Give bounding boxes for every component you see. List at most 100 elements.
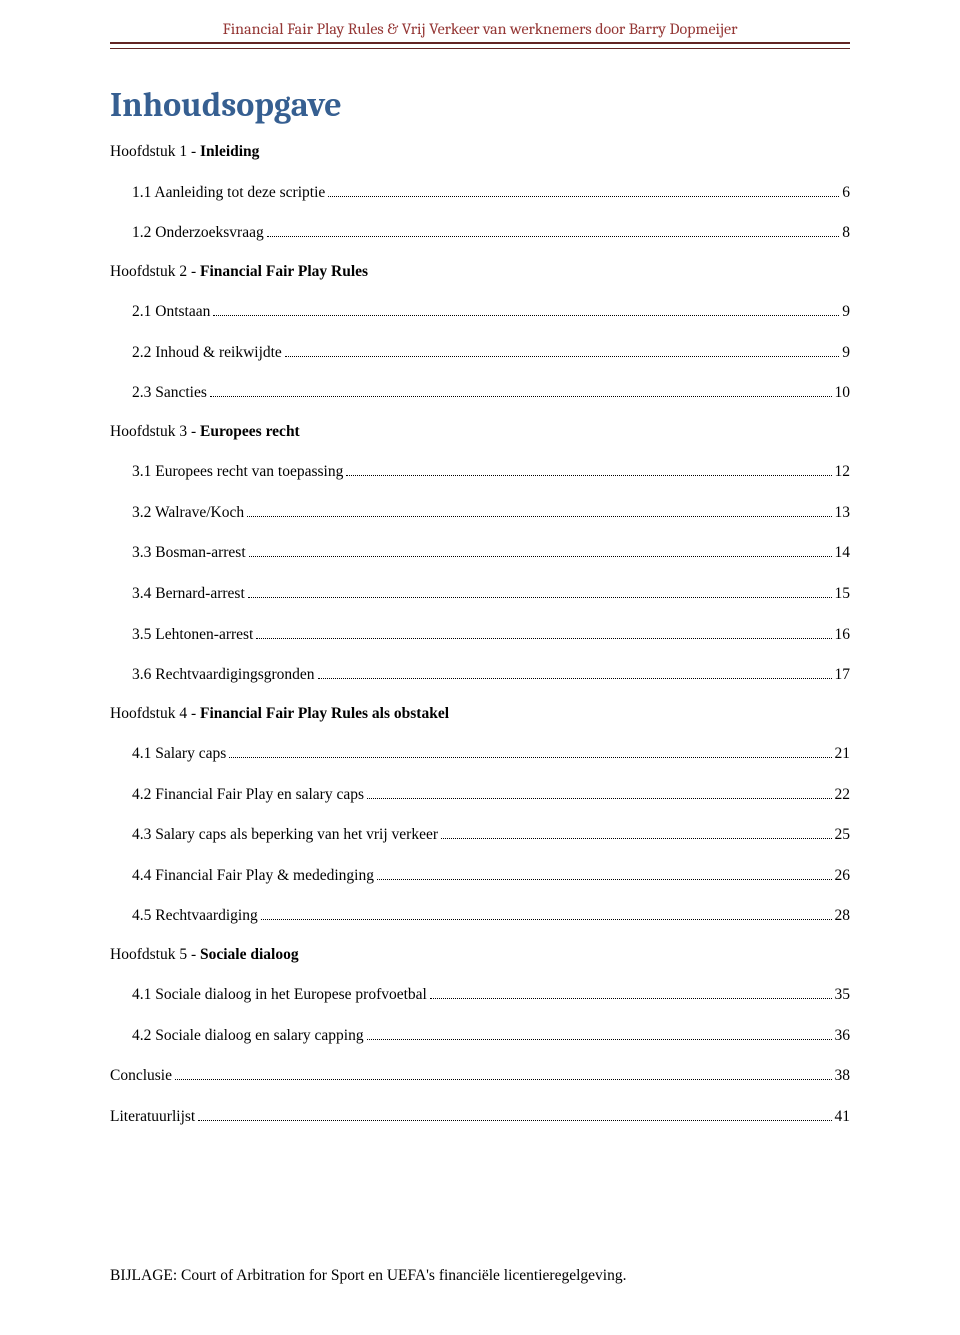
toc-entry: Conclusie38	[110, 1066, 850, 1087]
toc-page-number: 6	[842, 184, 850, 203]
toc-text: 4.2 Sociale dialoog en salary capping	[132, 1027, 364, 1044]
table-of-contents: Hoofdstuk 1 - Inleiding 1.1 Aanleiding to…	[110, 143, 850, 1127]
toc-leader-dots	[328, 182, 839, 197]
page-title: Inhoudsopgave	[110, 85, 850, 125]
toc-page-number: 16	[835, 626, 851, 645]
toc-entry: Hoofdstuk 4 - Financial Fair Play Rules …	[110, 705, 850, 724]
toc-entry: 2.2 Inhoud & reikwijdte 9	[110, 342, 850, 363]
toc-label: 3.5 Lehtonen-arrest	[132, 626, 253, 645]
header-title: Financial Fair Play Rules & Vrij Verkeer…	[223, 20, 738, 40]
toc-bold: Financial Fair Play Rules als obstakel	[200, 705, 449, 722]
toc-label: Hoofdstuk 4 - Financial Fair Play Rules …	[110, 705, 449, 724]
toc-entry: 3.6 Rechtvaardigingsgronden17	[110, 664, 850, 685]
header-rule	[110, 42, 850, 49]
toc-label: Hoofdstuk 5 - Sociale dialoog	[110, 946, 299, 965]
toc-leader-dots	[247, 502, 831, 517]
toc-leader-dots	[248, 583, 832, 598]
toc-page-number: 26	[835, 867, 851, 886]
toc-entry: 4.4 Financial Fair Play & mededinging 26	[110, 865, 850, 886]
toc-page-number: 10	[835, 384, 851, 403]
toc-page-number: 21	[835, 745, 851, 764]
toc-page-number: 14	[835, 544, 851, 563]
toc-leader-dots	[267, 222, 840, 237]
toc-page-number: 9	[842, 344, 850, 363]
toc-text: 1.2 Onderzoeksvraag	[132, 224, 264, 241]
toc-page-number: 38	[835, 1067, 851, 1086]
toc-bold: Sociale dialoog	[200, 946, 299, 963]
toc-entry: Hoofdstuk 3 - Europees recht	[110, 423, 850, 442]
toc-leader-dots	[377, 865, 832, 880]
toc-entry: 3.3 Bosman-arrest 14	[110, 543, 850, 564]
toc-label: Literatuurlijst	[110, 1108, 195, 1127]
toc-label: 4.1 Sociale dialoog in het Europese prof…	[132, 986, 427, 1005]
toc-entry: 1.2 Onderzoeksvraag 8	[110, 222, 850, 243]
toc-prefix: Hoofdstuk 5 -	[110, 946, 200, 963]
toc-label: 4.5 Rechtvaardiging	[132, 907, 258, 926]
toc-leader-dots	[430, 984, 832, 999]
toc-text: 4.4 Financial Fair Play & mededinging	[132, 867, 374, 884]
toc-text: 4.5 Rechtvaardiging	[132, 907, 258, 924]
toc-label: 3.4 Bernard-arrest	[132, 585, 245, 604]
toc-prefix: Hoofdstuk 2 -	[110, 263, 200, 280]
toc-text: 3.6 Rechtvaardigingsgronden	[132, 666, 315, 683]
toc-page-number: 22	[835, 786, 851, 805]
toc-label: 2.1 Ontstaan	[132, 303, 210, 322]
toc-text: 3.4 Bernard-arrest	[132, 585, 245, 602]
toc-text: 4.3 Salary caps als beperking van het vr…	[132, 826, 438, 843]
toc-label: 1.1 Aanleiding tot deze scriptie	[132, 184, 325, 203]
toc-prefix: Hoofdstuk 1 -	[110, 143, 200, 160]
toc-entry: 3.5 Lehtonen-arrest 16	[110, 624, 850, 645]
toc-text: 4.1 Salary caps	[132, 745, 226, 762]
toc-leader-dots	[367, 784, 831, 799]
toc-entry: Hoofdstuk 5 - Sociale dialoog	[110, 946, 850, 965]
toc-text: 2.1 Ontstaan	[132, 303, 210, 320]
toc-text: 3.3 Bosman-arrest	[132, 544, 246, 561]
toc-page-number: 36	[835, 1027, 851, 1046]
toc-bold: Inleiding	[200, 143, 259, 160]
toc-label: Hoofdstuk 2 - Financial Fair Play Rules	[110, 263, 368, 282]
toc-prefix: Hoofdstuk 3 -	[110, 423, 200, 440]
toc-entry: 4.1 Salary caps 21	[110, 743, 850, 764]
toc-leader-dots	[261, 905, 832, 920]
toc-entry: Hoofdstuk 1 - Inleiding	[110, 143, 850, 162]
toc-leader-dots	[213, 301, 839, 316]
toc-page-number: 13	[835, 504, 851, 523]
toc-page-number: 15	[835, 585, 851, 604]
toc-label: 3.1 Europees recht van toepassing	[132, 463, 343, 482]
toc-leader-dots	[318, 664, 832, 679]
document-page: Financial Fair Play Rules & Vrij Verkeer…	[0, 0, 960, 1335]
toc-leader-dots	[256, 624, 831, 639]
toc-label: 4.2 Financial Fair Play en salary caps	[132, 786, 364, 805]
toc-leader-dots	[210, 382, 832, 397]
toc-leader-dots	[249, 543, 832, 558]
toc-page-number: 41	[835, 1108, 851, 1127]
toc-text: 2.2 Inhoud & reikwijdte	[132, 344, 282, 361]
toc-leader-dots	[285, 342, 839, 357]
toc-label: 3.3 Bosman-arrest	[132, 544, 246, 563]
toc-leader-dots	[175, 1066, 832, 1081]
toc-leader-dots	[441, 824, 831, 839]
toc-page-number: 8	[842, 224, 850, 243]
toc-prefix: Literatuurlijst	[110, 1108, 195, 1125]
toc-page-number: 12	[835, 463, 851, 482]
toc-prefix: Hoofdstuk 4 -	[110, 705, 200, 722]
toc-label: 2.2 Inhoud & reikwijdte	[132, 344, 282, 363]
toc-leader-dots	[346, 461, 831, 476]
toc-text: 2.3 Sancties	[132, 384, 207, 401]
toc-text: 4.2 Financial Fair Play en salary caps	[132, 786, 364, 803]
toc-leader-dots	[229, 743, 831, 758]
toc-label: 4.3 Salary caps als beperking van het vr…	[132, 826, 438, 845]
appendix-note: BIJLAGE: Court of Arbitration for Sport …	[110, 1267, 850, 1285]
toc-entry: 4.2 Sociale dialoog en salary capping 36	[110, 1025, 850, 1046]
toc-label: 1.2 Onderzoeksvraag	[132, 224, 264, 243]
toc-entry: Literatuurlijst 41	[110, 1106, 850, 1127]
toc-text: 4.1 Sociale dialoog in het Europese prof…	[132, 986, 427, 1003]
toc-label: 2.3 Sancties	[132, 384, 207, 403]
toc-entry: 4.2 Financial Fair Play en salary caps 22	[110, 784, 850, 805]
toc-bold: Europees recht	[200, 423, 300, 440]
toc-entry: 3.1 Europees recht van toepassing 12	[110, 461, 850, 482]
toc-entry: 1.1 Aanleiding tot deze scriptie 6	[110, 182, 850, 203]
toc-text: 3.2 Walrave/Koch	[132, 504, 244, 521]
toc-entry: 3.2 Walrave/Koch 13	[110, 502, 850, 523]
toc-label: Hoofdstuk 3 - Europees recht	[110, 423, 300, 442]
